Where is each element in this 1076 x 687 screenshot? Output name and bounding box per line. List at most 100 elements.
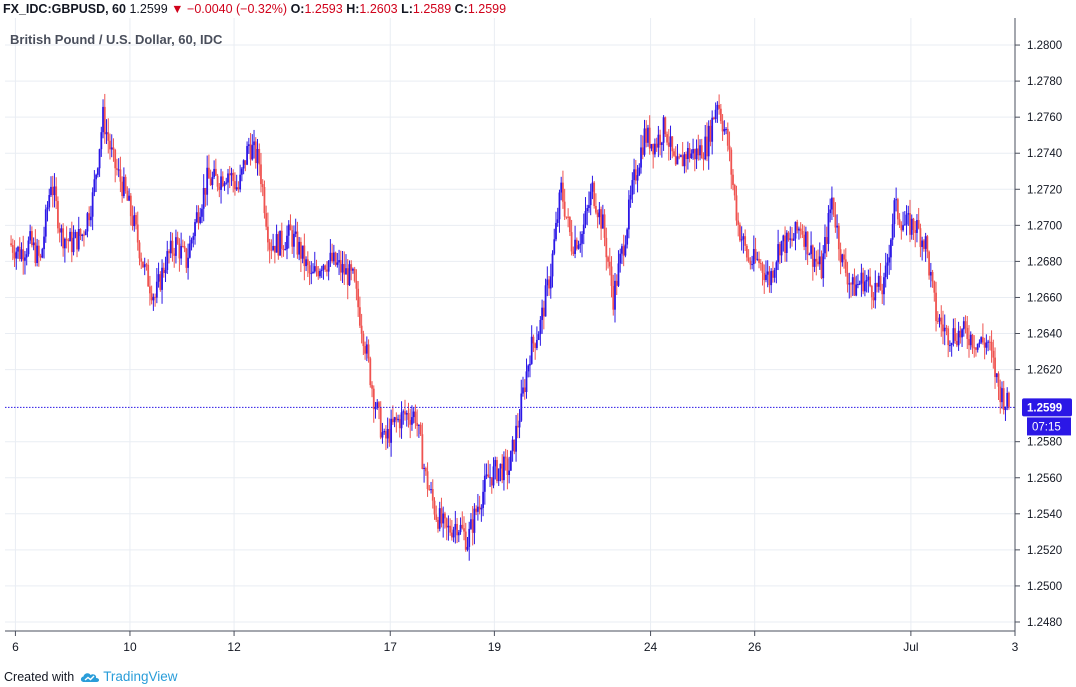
candle-body: [629, 195, 632, 200]
candle-body: [390, 418, 393, 443]
candle-body: [660, 142, 663, 145]
candle-body: [669, 136, 672, 147]
candle-body: [324, 265, 327, 270]
candle-body: [926, 236, 929, 252]
candle-body: [870, 285, 873, 298]
candle-body: [719, 108, 722, 122]
time-axis[interactable]: 6 10 12 17 19 24 26 Jul 3: [12, 631, 1019, 654]
tradingview-cloud-icon: [81, 673, 100, 682]
candle-body: [105, 132, 108, 135]
candle-body: [909, 213, 911, 235]
candle-body: [765, 274, 767, 281]
candle-body: [173, 253, 176, 256]
candle-body: [426, 471, 429, 490]
candle-body: [780, 241, 783, 256]
candle-body: [754, 248, 757, 260]
y-tick-label: 1.2780: [1027, 76, 1062, 88]
candle-body: [681, 155, 684, 167]
candle-body: [162, 267, 165, 274]
candle-body: [272, 245, 275, 250]
candle-body: [358, 307, 361, 326]
candle-body: [211, 176, 214, 186]
candle-body: [385, 431, 387, 439]
price-axis[interactable]: 1.2800 1.2780 1.2760 1.2740 1.2720 1.2700 1.26…: [1015, 40, 1062, 629]
candle-body: [60, 228, 63, 233]
candle-body: [922, 240, 925, 249]
candle-body: [213, 168, 216, 177]
candle-body: [728, 145, 731, 150]
candle-body: [525, 371, 528, 393]
candle-body: [497, 468, 500, 482]
candle-body: [804, 231, 807, 247]
candle-body: [739, 224, 741, 241]
candle-body: [133, 215, 136, 227]
candle-body: [742, 236, 745, 240]
candle-body: [725, 128, 727, 130]
candle-body: [244, 160, 247, 165]
high-label: H:: [346, 2, 360, 16]
candle-body: [329, 252, 332, 262]
low-value: 1.2589: [412, 2, 452, 16]
candle-body: [237, 187, 240, 190]
chart-container[interactable]: British Pound / U.S. Dollar, 60, IDC 1.2…: [0, 18, 1076, 664]
candle-body: [980, 337, 983, 343]
candle-body: [414, 411, 417, 423]
candle-body: [494, 460, 497, 467]
candle-body: [393, 417, 396, 423]
candle-body: [372, 388, 375, 410]
candle-body: [13, 252, 16, 259]
candle-body: [626, 229, 629, 245]
candle-body: [966, 327, 969, 339]
candle-body: [183, 246, 186, 249]
high-value: 1.2603: [359, 2, 398, 16]
candle-body: [749, 260, 752, 265]
candle-body: [792, 238, 795, 241]
candle-body: [671, 136, 674, 152]
candle-body: [954, 328, 957, 341]
grid-lines: [5, 18, 1016, 631]
candle-body: [624, 244, 627, 256]
candle-body: [995, 373, 998, 378]
candle-body: [336, 262, 339, 265]
candle-body: [883, 277, 885, 295]
candle-body: [933, 281, 936, 293]
candle-body: [55, 186, 58, 202]
candle-body: [63, 238, 66, 249]
candle-body: [240, 168, 243, 175]
candle-body: [935, 292, 937, 321]
candle-body: [527, 365, 530, 372]
candle-body: [641, 147, 644, 155]
tradingview-logo[interactable]: TradingView: [79, 668, 177, 686]
candle-body: [116, 168, 118, 170]
candle-body: [445, 518, 448, 528]
candle-body: [114, 149, 117, 169]
candle-body: [79, 229, 82, 237]
candle-body: [886, 262, 889, 266]
candle-body: [529, 363, 531, 366]
candle-body: [794, 221, 797, 239]
candle-body: [589, 191, 592, 206]
candle-body: [352, 268, 354, 271]
candle-body: [608, 261, 611, 267]
candle-body: [242, 160, 245, 169]
candle-body: [598, 209, 601, 218]
candle-body: [763, 272, 766, 281]
candle-body: [457, 532, 460, 536]
candle-body: [601, 214, 604, 229]
price-chart[interactable]: British Pound / U.S. Dollar, 60, IDC 1.2…: [0, 18, 1076, 664]
candle-body: [277, 234, 280, 256]
candle-body: [709, 125, 712, 142]
candle-body: [501, 463, 504, 481]
candle-body: [548, 279, 550, 289]
candle-body: [77, 229, 80, 250]
candle-body: [836, 225, 839, 228]
candle-body: [339, 260, 342, 273]
candle-body: [143, 264, 146, 268]
candle-body: [787, 232, 790, 240]
candle-body: [435, 514, 438, 520]
candle-body: [470, 519, 472, 529]
candle-body: [227, 173, 229, 183]
candle-body: [907, 213, 910, 215]
candle-body: [437, 519, 439, 529]
candle-body: [950, 342, 953, 346]
